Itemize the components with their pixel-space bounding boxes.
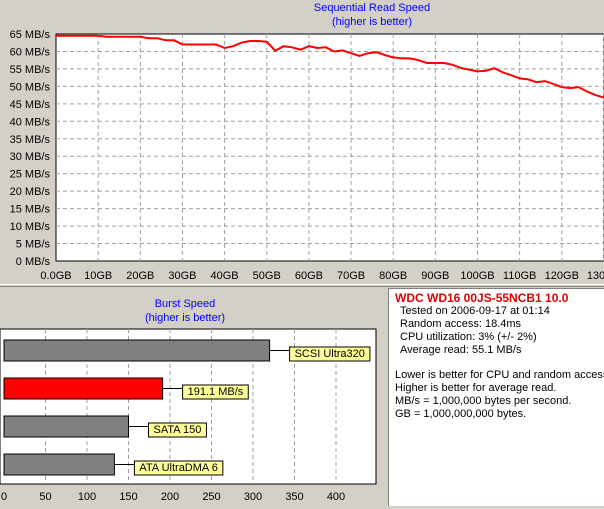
burst-x-tick-labels: 0 50 100 150 200 250 300 350 400 bbox=[1, 491, 345, 503]
y-tick-label: 35 MB/s bbox=[10, 134, 51, 146]
x-tick-label: 120GB bbox=[545, 270, 579, 282]
note-line: Lower is better for CPU and random acces… bbox=[395, 369, 604, 381]
y-tick-label: 40 MB/s bbox=[10, 116, 51, 128]
cpu-utilization: CPU utilization: 3% (+/- 2%) bbox=[400, 331, 537, 343]
y-tick-label: 5 MB/s bbox=[16, 239, 51, 251]
burst-bar bbox=[3, 377, 164, 400]
burst-label-box bbox=[182, 384, 249, 400]
note-line: Higher is better for average read. bbox=[395, 382, 557, 394]
burst-x-tick-label: 100 bbox=[78, 491, 96, 503]
note-line: GB = 1,000,000,000 bytes. bbox=[395, 408, 527, 420]
y-tick-label: 45 MB/s bbox=[10, 99, 51, 111]
burst-bar-label: SCSI Ultra320 bbox=[295, 348, 365, 360]
x-tick-label: 70GB bbox=[337, 270, 365, 282]
y-tick-labels: 0 MB/s 5 MB/s 10 MB/s 15 MB/s 20 MB/s 25 MB/s… bbox=[10, 29, 51, 268]
drive-info-panel: WDC WD16 00JS-55NCB1 10.0 Tested on 2006… bbox=[388, 288, 604, 506]
y-tick-label: 15 MB/s bbox=[10, 204, 51, 216]
burst-x-tick-label: 150 bbox=[119, 491, 137, 503]
x-tick-label: 80GB bbox=[379, 270, 407, 282]
burst-x-tick-label: 50 bbox=[39, 491, 51, 503]
burst-x-tick-label: 0 bbox=[1, 491, 7, 503]
burst-speed-chart: Burst Speed (higher is better) SCSI Ultr… bbox=[0, 298, 377, 503]
burst-label-box bbox=[289, 346, 371, 362]
x-tick-labels: 0.0GB 10GB 20GB 30GB 40GB 50GB 60GB 70GB 80GB 90G… bbox=[40, 270, 604, 282]
x-tick-label: 90GB bbox=[421, 270, 449, 282]
chart-subtitle: (higher is better) bbox=[332, 16, 412, 28]
x-tick-label: 20GB bbox=[126, 270, 154, 282]
sequential-read-panel: Sequential Read Speed (higher is better)… bbox=[9, 2, 604, 282]
burst-speed-panel: Burst Speed (higher is better) SCSI Ultr… bbox=[0, 288, 386, 506]
y-tick-label: 30 MB/s bbox=[10, 151, 51, 163]
plot-area bbox=[55, 33, 604, 262]
y-tick-label: 10 MB/s bbox=[10, 221, 51, 233]
x-tick-label: 60GB bbox=[295, 270, 323, 282]
x-tick-label: 100GB bbox=[460, 270, 494, 282]
x-tick-label: 130GB bbox=[587, 270, 604, 282]
x-tick-label: 30GB bbox=[168, 270, 196, 282]
y-tick-label: 55 MB/s bbox=[10, 64, 51, 76]
burst-bar bbox=[3, 453, 115, 476]
burst-title: Burst Speed bbox=[155, 298, 216, 310]
random-access: Random access: 18.4ms bbox=[400, 318, 522, 330]
burst-bar-label: SATA 150 bbox=[154, 424, 202, 436]
note-line: MB/s = 1,000,000 bytes per second. bbox=[395, 395, 572, 407]
x-tick-label: 0.0GB bbox=[40, 270, 71, 282]
x-tick-label: 50GB bbox=[253, 270, 281, 282]
burst-bar-label: 191.1 MB/s bbox=[188, 386, 244, 398]
sequential-read-chart: Sequential Read Speed (higher is better)… bbox=[10, 2, 604, 282]
burst-x-tick-label: 300 bbox=[244, 491, 262, 503]
average-read: Average read: 55.1 MB/s bbox=[400, 344, 522, 356]
burst-label-box bbox=[133, 460, 224, 476]
burst-subtitle: (higher is better) bbox=[145, 312, 225, 324]
burst-label-box bbox=[148, 422, 207, 438]
y-tick-label: 20 MB/s bbox=[10, 186, 51, 198]
test-date: Tested on 2006-09-17 at 01:14 bbox=[400, 305, 550, 317]
burst-x-tick-label: 200 bbox=[161, 491, 179, 503]
x-tick-label: 40GB bbox=[211, 270, 239, 282]
burst-bar bbox=[3, 415, 129, 438]
burst-bar-label: ATA UltraDMA 6 bbox=[139, 462, 217, 474]
panel-divider[interactable] bbox=[0, 284, 604, 287]
x-tick-label: 10GB bbox=[84, 270, 112, 282]
burst-x-tick-label: 400 bbox=[327, 491, 345, 503]
burst-bars: SCSI Ultra320 191.1 MB/s SATA 150 ATA Ultra… bbox=[3, 339, 371, 476]
drive-name: WDC WD16 00JS-55NCB1 10.0 bbox=[395, 291, 569, 305]
y-tick-label: 0 MB/s bbox=[16, 256, 51, 268]
read-speed-line bbox=[56, 34, 604, 99]
y-tick-label: 50 MB/s bbox=[10, 81, 51, 93]
burst-x-tick-label: 250 bbox=[202, 491, 220, 503]
y-tick-label: 60 MB/s bbox=[10, 46, 51, 58]
burst-bar bbox=[3, 339, 271, 362]
y-tick-label: 65 MB/s bbox=[10, 29, 51, 41]
x-tick-label: 110GB bbox=[503, 270, 536, 282]
y-tick-label: 25 MB/s bbox=[10, 169, 51, 181]
burst-x-tick-label: 350 bbox=[285, 491, 303, 503]
chart-title: Sequential Read Speed bbox=[314, 2, 430, 14]
